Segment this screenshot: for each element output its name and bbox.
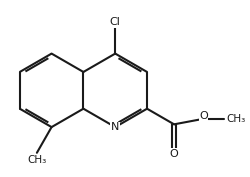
Text: CH₃: CH₃ <box>226 114 246 124</box>
Text: Cl: Cl <box>110 17 121 27</box>
Text: O: O <box>170 149 178 159</box>
Text: CH₃: CH₃ <box>27 155 46 165</box>
Text: O: O <box>199 111 208 121</box>
Text: N: N <box>111 122 120 132</box>
